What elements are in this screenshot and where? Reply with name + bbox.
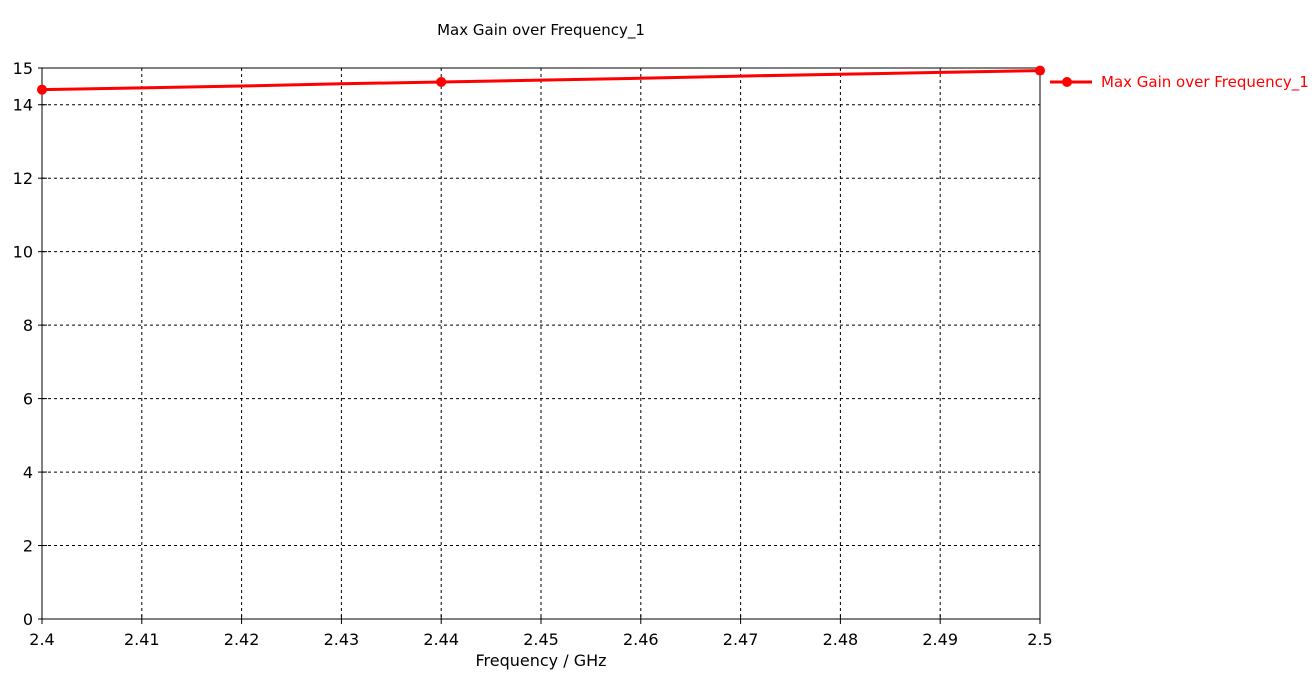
y-tick-label: 4 — [23, 463, 33, 482]
series-marker — [436, 76, 447, 87]
y-tick-label: 6 — [23, 390, 33, 409]
x-tick-label: 2.4 — [29, 630, 54, 649]
legend-line-marker-icon — [1050, 77, 1092, 87]
y-tick-label: 2 — [23, 537, 33, 556]
y-tick-label: 15 — [13, 59, 33, 78]
y-tick-label: 0 — [23, 610, 33, 629]
y-tick-label: 12 — [13, 169, 33, 188]
x-tick-label: 2.48 — [823, 630, 859, 649]
x-tick-label: 2.47 — [723, 630, 759, 649]
x-tick-label: 2.5 — [1027, 630, 1052, 649]
x-tick-label: 2.49 — [922, 630, 958, 649]
x-tick-label: 2.41 — [124, 630, 160, 649]
x-tick-label: 2.46 — [623, 630, 659, 649]
x-tick-label: 2.43 — [324, 630, 360, 649]
series-marker — [37, 84, 47, 95]
legend-label: Max Gain over Frequency_1 — [1101, 73, 1309, 91]
y-tick-label: 14 — [13, 96, 33, 115]
series-marker — [1035, 65, 1045, 76]
x-tick-label: 2.42 — [224, 630, 260, 649]
x-tick-label: 2.44 — [423, 630, 459, 649]
plot-border — [41, 67, 1041, 620]
legend: Max Gain over Frequency_1 — [1050, 73, 1309, 91]
x-tick-label: 2.45 — [523, 630, 559, 649]
x-axis-label: Frequency / GHz — [475, 651, 607, 670]
y-tick-label: 8 — [23, 316, 33, 335]
chart-title: Max Gain over Frequency_1 — [437, 21, 645, 39]
y-tick-label: 10 — [13, 243, 33, 262]
series-line — [41, 69, 1041, 92]
